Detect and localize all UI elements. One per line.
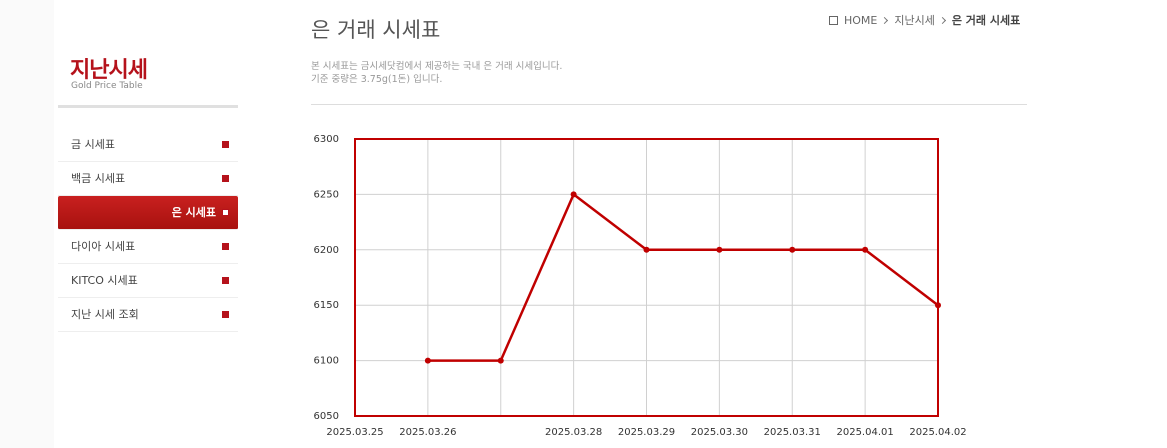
divider bbox=[311, 104, 1027, 105]
menu-icon bbox=[222, 209, 229, 216]
page-margin bbox=[0, 0, 54, 448]
menu-icon bbox=[222, 243, 229, 250]
y-tick-label: 6050 bbox=[314, 411, 339, 422]
y-tick-label: 6250 bbox=[314, 189, 339, 200]
menu-item[interactable]: 다이아 시세표 bbox=[58, 230, 238, 264]
description: 본 시세표는 금시세닷컴에서 제공하는 국내 은 거래 시세입니다. 기준 중량… bbox=[311, 60, 562, 86]
x-tick-label: 2025.03.28 bbox=[545, 427, 602, 438]
breadcrumb-item[interactable]: HOME bbox=[844, 13, 878, 27]
breadcrumb-current: 은 거래 시세표 bbox=[951, 14, 1021, 27]
menu-item[interactable]: KITCO 시세표 bbox=[58, 264, 238, 298]
menu-label[interactable]: 지난 시세 조회 bbox=[71, 308, 139, 321]
y-tick-label: 6100 bbox=[314, 356, 339, 367]
menu-icon bbox=[222, 277, 229, 284]
x-tick-label: 2025.03.30 bbox=[691, 427, 748, 438]
page-title: 은 거래 시세표 bbox=[311, 18, 441, 42]
menu-label[interactable]: 금 시세표 bbox=[71, 138, 115, 151]
divider bbox=[58, 105, 238, 108]
menu-icon bbox=[222, 311, 229, 318]
menu-icon bbox=[222, 175, 229, 182]
plot-frame bbox=[354, 138, 939, 417]
sidebar-subtitle: Gold Price Table bbox=[71, 81, 143, 91]
data-point bbox=[789, 246, 796, 253]
y-tick-label: 6150 bbox=[314, 300, 339, 311]
data-point bbox=[862, 246, 869, 253]
x-tick-label: 2025.03.25 bbox=[326, 427, 383, 438]
breadcrumb-item[interactable]: 지난시세 bbox=[894, 14, 935, 27]
y-tick-label: 6300 bbox=[314, 134, 339, 145]
sidebar-menu: 금 시세표 백금 시세표 은 시세표 다이아 시세표 KITCO 시세표 지난 … bbox=[58, 128, 238, 332]
menu-item[interactable]: 금 시세표 bbox=[58, 128, 238, 162]
menu-label[interactable]: 다이아 시세표 bbox=[71, 240, 136, 253]
data-point bbox=[497, 357, 504, 364]
data-point bbox=[570, 191, 577, 198]
content: 지난시세 Gold Price Table 금 시세표 백금 시세표 은 시세표… bbox=[54, 12, 1053, 448]
data-point bbox=[716, 246, 723, 253]
x-tick-label: 2025.04.02 bbox=[909, 427, 966, 438]
menu-item[interactable]: 백금 시세표 bbox=[58, 162, 238, 196]
data-point bbox=[424, 357, 431, 364]
menu-label[interactable]: 은 시세표 bbox=[171, 206, 216, 219]
menu-item[interactable]: 지난 시세 조회 bbox=[58, 298, 238, 332]
sidebar-title: 지난시세 bbox=[70, 58, 148, 83]
menu-icon bbox=[222, 141, 229, 148]
x-tick-label: 2025.03.26 bbox=[399, 427, 456, 438]
description-line: 본 시세표는 금시세닷컴에서 제공하는 국내 은 거래 시세입니다. bbox=[311, 61, 563, 72]
description-line: 기준 중량은 3.75g(1돈) 입니다. bbox=[311, 74, 443, 85]
menu-item-active[interactable]: 은 시세표 bbox=[58, 196, 238, 230]
x-tick-label: 2025.03.29 bbox=[618, 427, 675, 438]
menu-label[interactable]: KITCO 시세표 bbox=[71, 274, 138, 287]
data-point bbox=[935, 302, 941, 309]
breadcrumb: HOME 지난시세 은 거래 시세표 bbox=[829, 12, 1020, 28]
menu-label[interactable]: 백금 시세표 bbox=[71, 172, 126, 185]
x-tick-label: 2025.03.31 bbox=[764, 427, 821, 438]
data-point bbox=[643, 246, 650, 253]
home-icon bbox=[829, 15, 838, 25]
x-tick-label: 2025.04.01 bbox=[836, 427, 893, 438]
y-tick-label: 6200 bbox=[314, 245, 339, 256]
data-line bbox=[427, 193, 939, 362]
